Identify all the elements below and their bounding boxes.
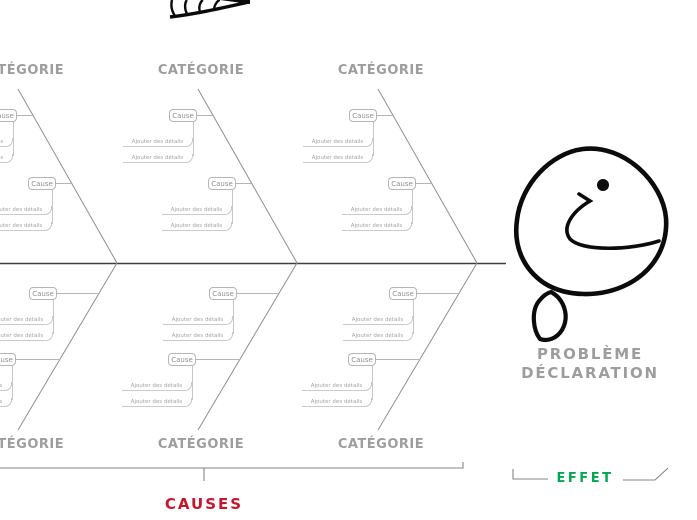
- cause-connector-line: [377, 115, 393, 116]
- cause-connector-line: [417, 293, 459, 294]
- fish-head-icon: [513, 146, 669, 297]
- cause-detail-stem: [413, 300, 414, 334]
- cause-box[interactable]: Cause: [168, 353, 196, 366]
- detail-placeholder-row[interactable]: Ajouter des détails: [162, 206, 232, 215]
- problem-statement-line2: DÉCLARATION: [521, 364, 659, 382]
- category-branch-line: [197, 262, 298, 431]
- cause-box[interactable]: Cause: [0, 353, 16, 366]
- cause-detail-stem: [13, 122, 14, 156]
- causes-label: CAUSES: [164, 495, 244, 513]
- cause-connector-line: [197, 115, 213, 116]
- fish-tail-icon: [169, 0, 250, 19]
- category-label[interactable]: CATÉGORIE: [337, 63, 425, 78]
- cause-detail-stem: [412, 190, 413, 224]
- detail-placeholder-row[interactable]: Ajouter des détails: [0, 332, 53, 341]
- detail-placeholder-row[interactable]: Ajouter des détails: [0, 382, 12, 391]
- fish-smile-icon: [565, 192, 661, 251]
- effect-label: EFFET: [556, 471, 614, 486]
- category-branch-line: [377, 262, 478, 431]
- detail-placeholder-row[interactable]: Ajouter des détails: [0, 138, 13, 147]
- causes-bracket: [0, 462, 464, 481]
- cause-connector-line: [236, 183, 251, 184]
- cause-connector-line: [56, 183, 71, 184]
- category-branch-line: [17, 262, 118, 431]
- detail-placeholder-row[interactable]: Ajouter des détails: [303, 138, 373, 147]
- category-label[interactable]: CATÉGORIE: [157, 63, 245, 78]
- detail-placeholder-row[interactable]: Ajouter des détails: [123, 154, 193, 163]
- detail-placeholder-row[interactable]: Ajouter des détails: [342, 222, 412, 231]
- detail-placeholder-row[interactable]: Ajouter des détails: [343, 332, 413, 341]
- detail-placeholder-row[interactable]: Ajouter des détails: [0, 398, 12, 407]
- cause-connector-line: [237, 293, 279, 294]
- category-label[interactable]: CATÉGORIE: [0, 437, 65, 452]
- cause-connector-line: [196, 359, 240, 360]
- category-label[interactable]: CATÉGORIE: [0, 63, 65, 78]
- cause-box[interactable]: Cause: [349, 109, 377, 122]
- cause-connector-line: [16, 359, 60, 360]
- detail-placeholder-row[interactable]: Ajouter des détails: [303, 154, 373, 163]
- category-label[interactable]: CATÉGORIE: [337, 437, 425, 452]
- cause-detail-stem: [233, 300, 234, 334]
- cause-connector-line: [376, 359, 420, 360]
- detail-placeholder-row[interactable]: Ajouter des détails: [342, 206, 412, 215]
- cause-box[interactable]: Cause: [388, 177, 416, 190]
- category-branch-line: [197, 88, 298, 264]
- detail-placeholder-row[interactable]: Ajouter des détails: [163, 316, 233, 325]
- problem-statement[interactable]: PROBLÈME DÉCLARATION: [508, 345, 672, 383]
- problem-statement-line1: PROBLÈME: [536, 345, 644, 363]
- cause-detail-stem: [192, 366, 193, 400]
- cause-detail-stem: [373, 122, 374, 156]
- detail-placeholder-row[interactable]: Ajouter des détails: [163, 332, 233, 341]
- cause-detail-stem: [52, 190, 53, 224]
- cause-detail-stem: [232, 190, 233, 224]
- detail-placeholder-row[interactable]: Ajouter des détails: [122, 398, 192, 407]
- fish-eye-icon: [597, 179, 609, 191]
- detail-placeholder-row[interactable]: Ajouter des détails: [302, 398, 372, 407]
- cause-box[interactable]: Cause: [348, 353, 376, 366]
- cause-connector-line: [57, 293, 99, 294]
- detail-placeholder-row[interactable]: Ajouter des détails: [0, 154, 13, 163]
- cause-detail-stem: [372, 366, 373, 400]
- cause-connector-line: [416, 183, 431, 184]
- cause-box[interactable]: Cause: [208, 177, 236, 190]
- cause-box[interactable]: Cause: [389, 287, 417, 300]
- effect-bracket-left: [512, 469, 548, 480]
- cause-box[interactable]: Cause: [169, 109, 197, 122]
- detail-placeholder-row[interactable]: Ajouter des détails: [162, 222, 232, 231]
- fish-fin-icon: [531, 289, 568, 343]
- cause-detail-stem: [53, 300, 54, 334]
- detail-placeholder-row[interactable]: Ajouter des détails: [0, 206, 52, 215]
- detail-placeholder-row[interactable]: Ajouter des détails: [122, 382, 192, 391]
- cause-box[interactable]: Cause: [209, 287, 237, 300]
- detail-placeholder-row[interactable]: Ajouter des détails: [0, 316, 53, 325]
- detail-placeholder-row[interactable]: Ajouter des détails: [123, 138, 193, 147]
- detail-placeholder-row[interactable]: Ajouter des détails: [302, 382, 372, 391]
- cause-box[interactable]: Cause: [28, 177, 56, 190]
- effect-bracket-right: [623, 467, 669, 481]
- category-label[interactable]: CATÉGORIE: [157, 437, 245, 452]
- cause-detail-stem: [12, 366, 13, 400]
- cause-detail-stem: [193, 122, 194, 156]
- category-branch-line: [377, 88, 478, 264]
- cause-connector-line: [17, 115, 33, 116]
- cause-box[interactable]: Cause: [29, 287, 57, 300]
- cause-box[interactable]: Cause: [0, 109, 17, 122]
- category-branch-line: [17, 88, 118, 264]
- detail-placeholder-row[interactable]: Ajouter des détails: [0, 222, 52, 231]
- detail-placeholder-row[interactable]: Ajouter des détails: [343, 316, 413, 325]
